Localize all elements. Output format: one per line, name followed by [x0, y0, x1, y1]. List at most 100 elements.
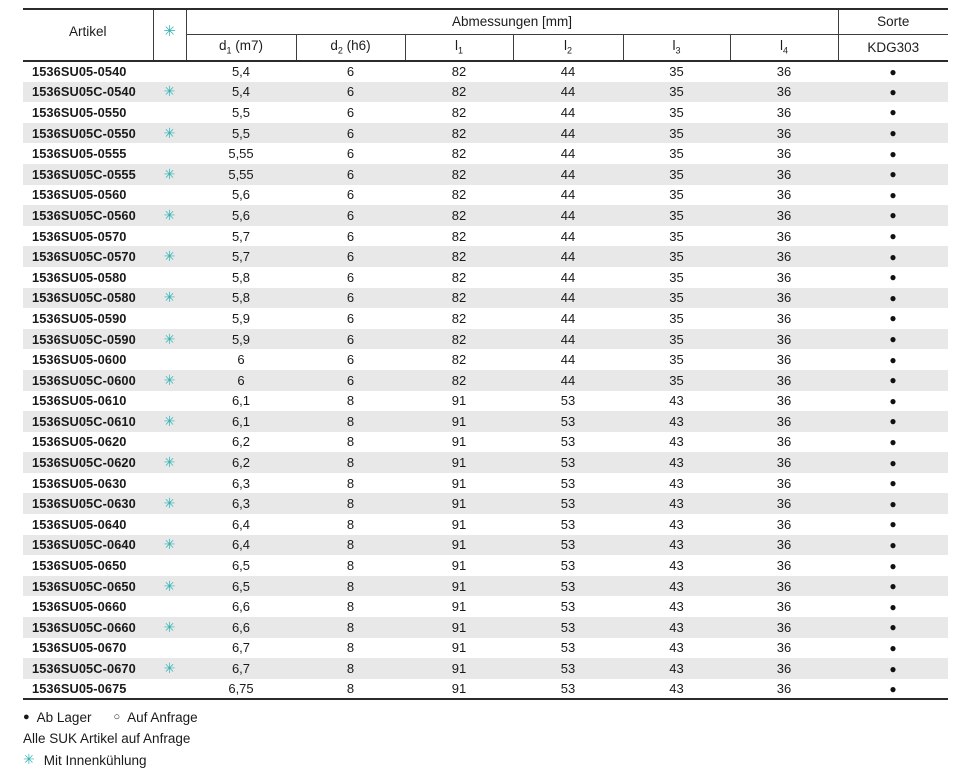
dimension-cell: 43 [669, 537, 684, 553]
dimension-cell: 6,1 [231, 393, 251, 409]
dimension-cell: 53 [560, 537, 576, 553]
table-body: 1536SU05-0540 5,4 6 82 44 35 36 ● 1536SU05C-0540… [23, 61, 949, 699]
artikel-cell: 1536SU05C-0610 [32, 413, 136, 429]
stock-indicator: ● [889, 332, 897, 347]
artikel-cell: 1536SU05-0630 [32, 475, 127, 491]
column-header-l2: l2 [513, 34, 624, 61]
artikel-cell: 1536SU05C-0630 [32, 496, 136, 512]
artikel-cell: 1536SU05C-0590 [32, 331, 136, 347]
table-row: 1536SU05C-0555 ✳ 5,55 6 82 44 35 36 ● [23, 163, 949, 185]
stock-indicator: ● [889, 579, 897, 594]
dimension-cell: 44 [560, 146, 576, 162]
snowflake-icon: ✳ [163, 537, 176, 554]
table-row: 1536SU05-0540 5,4 6 82 44 35 36 ● [23, 61, 948, 82]
table-row: 1536SU05C-0660 ✳ 6,6 8 91 53 43 36 ● [23, 617, 949, 638]
snowflake-icon: ✳ [163, 290, 176, 307]
dimension-cell: 5,55 [228, 146, 254, 162]
dimension-cell: 35 [669, 331, 684, 347]
dimension-cell: 36 [776, 661, 792, 677]
dimension-cell: 8 [346, 537, 355, 553]
artikel-cell: 1536SU05-0580 [32, 269, 127, 285]
cooling-cell [153, 555, 186, 576]
dimension-cell: 91 [451, 455, 467, 471]
dimension-cell: 91 [451, 496, 467, 512]
table-row: 1536SU05C-0560 ✳ 5,6 6 82 44 35 36 ● [23, 205, 949, 226]
dimension-cell: 6 [346, 331, 355, 347]
table-row: 1536SU05C-0600 ✳ 6 6 82 44 35 36 ● [23, 369, 949, 391]
dimension-cell: 5,4 [231, 64, 251, 80]
stock-legend: ● Ab Lager ○ Auf Anfrage [23, 706, 948, 728]
dimension-cell: 43 [669, 393, 684, 409]
cooling-cell [153, 349, 186, 370]
dimension-cell: 36 [776, 207, 792, 223]
stock-indicator: ● [889, 414, 897, 429]
stock-indicator: ● [889, 661, 897, 676]
dimension-cell: 6,5 [231, 558, 251, 574]
stock-indicator: ● [889, 558, 897, 573]
cooling-cell [153, 391, 186, 412]
artikel-cell: 1536SU05-0640 [32, 516, 127, 532]
dimension-cell: 36 [776, 455, 792, 471]
cooling-cell: ✳ [153, 370, 186, 391]
artikel-cell: 1536SU05C-0660 [32, 619, 136, 635]
column-header-sorte: Sorte [837, 9, 949, 35]
dimension-cell: 5,9 [231, 331, 251, 347]
dimension-cell: 36 [776, 434, 792, 450]
dimension-cell: 82 [451, 269, 467, 285]
dimension-cell: 6,5 [231, 578, 251, 594]
stock-indicator: ● [889, 496, 897, 511]
column-group-abmessungen: Abmessungen [mm] [186, 9, 839, 35]
stock-indicator: ● [889, 249, 897, 264]
dimension-cell: 8 [346, 434, 355, 450]
table-row: 1536SU05-0650 6,5 8 91 53 43 36 ● [23, 555, 948, 576]
snowflake-icon: ✳ [163, 207, 176, 224]
cooling-cell: ✳ [153, 82, 186, 103]
table-row: 1536SU05-0620 6,2 8 91 53 43 36 ● [23, 432, 948, 453]
stock-indicator: ● [889, 126, 897, 141]
cooling-label: Mit Innenkühlung [43, 752, 147, 768]
dimension-cell: 43 [669, 455, 684, 471]
dimension-cell: 6 [346, 84, 355, 100]
dimension-cell: 82 [451, 310, 467, 326]
dimension-cell: 6,3 [231, 475, 251, 491]
dimension-cell: 35 [669, 166, 684, 182]
table-row: 1536SU05-0600 6 6 82 44 35 36 ● [23, 349, 948, 370]
dimension-cell: 5,7 [231, 228, 251, 244]
artikel-cell: 1536SU05-0650 [32, 558, 127, 574]
dimension-cell: 8 [346, 640, 355, 656]
snowflake-icon: ✳ [163, 166, 176, 183]
dimension-cell: 43 [669, 578, 684, 594]
table-row: 1536SU05-0560 5,6 6 82 44 35 36 ● [23, 185, 948, 206]
snowflake-icon: ✳ [163, 331, 176, 348]
snowflake-icon: ✳ [163, 578, 176, 595]
dimension-cell: 91 [451, 599, 467, 615]
dimension-cell: 8 [346, 578, 355, 594]
artikel-cell: 1536SU05C-0670 [32, 661, 136, 677]
dimension-cell: 5,5 [231, 104, 251, 120]
dimension-cell: 5,9 [231, 310, 251, 326]
dimension-cell: 44 [560, 352, 576, 368]
dimension-cell: 91 [451, 681, 467, 697]
dimension-cell: 8 [346, 661, 355, 677]
stock-indicator: ● [889, 311, 897, 326]
stock-indicator: ● [889, 681, 897, 696]
dimension-cell: 43 [669, 681, 684, 697]
dimension-cell: 53 [560, 558, 576, 574]
dimension-cell: 6,2 [231, 455, 251, 471]
dimension-cell: 91 [451, 578, 467, 594]
dimension-cell: 35 [669, 269, 684, 285]
cooling-cell [153, 308, 186, 329]
stock-indicator: ● [889, 434, 897, 449]
dimension-cell: 36 [776, 104, 792, 120]
dimension-cell: 44 [560, 166, 576, 182]
dimension-cell: 36 [776, 578, 792, 594]
table-row: 1536SU05-0580 5,8 6 82 44 35 36 ● [23, 267, 948, 288]
dimension-cell: 43 [669, 640, 684, 656]
dimension-cell: 82 [451, 84, 467, 100]
stock-indicator: ● [889, 599, 897, 614]
artikel-cell: 1536SU05C-0550 [32, 125, 136, 141]
dimension-cell: 36 [776, 228, 792, 244]
suk-note: Alle SUK Artikel auf Anfrage [23, 728, 948, 750]
dimension-cell: 6,6 [231, 619, 251, 635]
artikel-cell: 1536SU05C-0600 [32, 372, 136, 388]
